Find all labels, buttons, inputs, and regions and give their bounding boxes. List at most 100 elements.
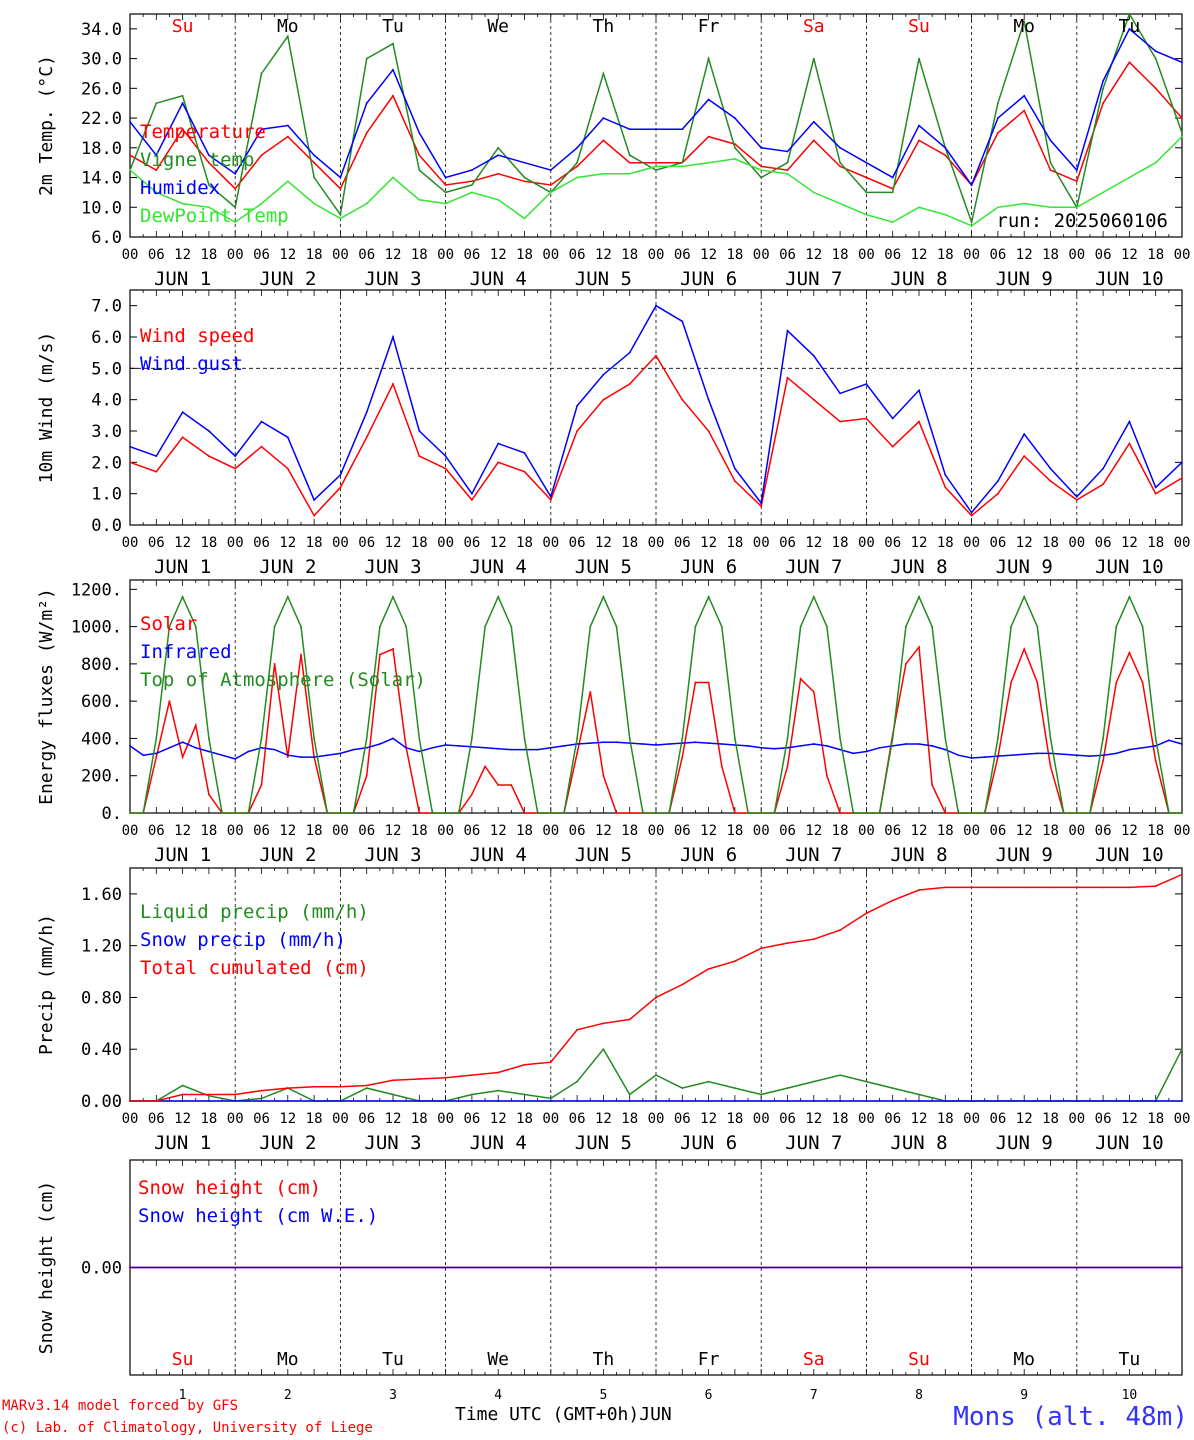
data-point	[839, 929, 841, 932]
data-point	[549, 1100, 552, 1102]
hour-tick-label: 06	[463, 823, 480, 839]
data-point	[944, 154, 947, 157]
hour-tick-label: 18	[200, 247, 217, 263]
hour-tick-label: 06	[779, 1111, 796, 1127]
data-point	[234, 455, 237, 457]
hour-tick-label: 06	[148, 1111, 165, 1127]
data-point	[286, 124, 289, 127]
data-point	[747, 812, 749, 814]
data-point	[865, 1080, 868, 1083]
hour-tick-label: 12	[1121, 823, 1138, 839]
data-point	[997, 886, 999, 889]
hour-tick-label: 06	[989, 1111, 1006, 1127]
data-point	[234, 187, 237, 190]
data-point	[339, 473, 342, 476]
hour-tick-label: 18	[937, 535, 954, 551]
panel-wind	[129, 289, 1183, 526]
data-point	[760, 169, 763, 172]
data-point	[760, 502, 763, 504]
data-point	[812, 1080, 815, 1083]
data-point	[365, 202, 368, 205]
data-point	[970, 221, 973, 224]
data-point	[549, 169, 552, 172]
legend-entry: Total cumulated (cm)	[140, 957, 369, 979]
hour-tick-label: 06	[989, 535, 1006, 551]
data-point	[734, 1100, 736, 1102]
data-point	[602, 741, 605, 744]
data-point	[970, 886, 973, 889]
hour-tick-label: 18	[200, 1111, 217, 1127]
data-point	[891, 191, 894, 194]
hour-tick-label: 06	[358, 247, 375, 263]
data-point	[1075, 180, 1078, 183]
hour-tick-label: 00	[963, 535, 980, 551]
data-point	[1102, 1100, 1104, 1102]
hour-tick-label: 00	[648, 535, 665, 551]
data-point	[865, 912, 868, 915]
data-point	[181, 1093, 184, 1096]
data-point	[970, 224, 973, 227]
data-point	[1154, 759, 1157, 762]
date-label: JUN 8	[890, 556, 947, 578]
data-point	[812, 191, 815, 194]
data-point	[681, 737, 684, 740]
hour-tick-label: 12	[1121, 1111, 1138, 1127]
hour-tick-label: 12	[805, 1111, 822, 1127]
data-point	[168, 625, 171, 628]
data-point	[839, 146, 841, 149]
data-point	[997, 132, 999, 134]
data-point	[418, 169, 421, 172]
hour-tick-label: 18	[200, 535, 217, 551]
data-point	[1102, 191, 1104, 194]
data-point	[497, 146, 500, 149]
data-point	[1075, 1100, 1078, 1102]
data-point	[997, 117, 999, 119]
data-point	[313, 161, 315, 164]
hour-tick-label: 06	[674, 823, 691, 839]
data-point	[891, 417, 894, 420]
data-point	[326, 812, 329, 814]
data-point	[1115, 752, 1118, 755]
data-point	[286, 1087, 289, 1089]
y-tick-label: 2.0	[91, 453, 122, 473]
data-point	[628, 128, 631, 131]
hour-tick-label: 00	[963, 823, 980, 839]
data-point	[286, 180, 289, 183]
day-number: 6	[705, 1388, 713, 1403]
data-point	[1128, 13, 1131, 15]
hour-tick-label: 18	[621, 1111, 638, 1127]
hour-tick-label: 18	[726, 247, 743, 263]
date-label: JUN 2	[259, 556, 316, 578]
date-label: JUN 8	[890, 1132, 947, 1154]
data-point	[707, 1080, 710, 1083]
data-point	[1128, 748, 1131, 751]
hour-tick-label: 00	[542, 823, 559, 839]
data-point	[1075, 886, 1078, 889]
data-point	[497, 1100, 500, 1102]
hour-tick-label: 06	[884, 247, 901, 263]
data-point	[839, 202, 841, 205]
data-point	[707, 681, 710, 684]
data-point	[286, 135, 289, 138]
data-point	[602, 1048, 605, 1051]
legend-entry: Wind gust	[140, 353, 243, 375]
hour-tick-label: 18	[832, 823, 849, 839]
data-point	[904, 743, 907, 745]
data-point	[918, 124, 920, 127]
data-point	[392, 176, 394, 179]
data-point	[931, 625, 934, 628]
data-point	[273, 662, 276, 665]
data-point	[260, 420, 263, 423]
data-point	[392, 94, 394, 97]
y-tick-label: 6.0	[91, 328, 122, 348]
hour-tick-label: 18	[1147, 1111, 1164, 1127]
data-point	[918, 743, 920, 745]
date-label: JUN 10	[1095, 556, 1164, 578]
panel-temperature	[129, 12, 1183, 238]
hour-tick-label: 06	[674, 1111, 691, 1127]
data-point	[655, 304, 657, 307]
data-point	[826, 774, 828, 777]
data-point	[313, 514, 315, 517]
data-point	[208, 430, 210, 432]
data-point	[431, 746, 434, 749]
